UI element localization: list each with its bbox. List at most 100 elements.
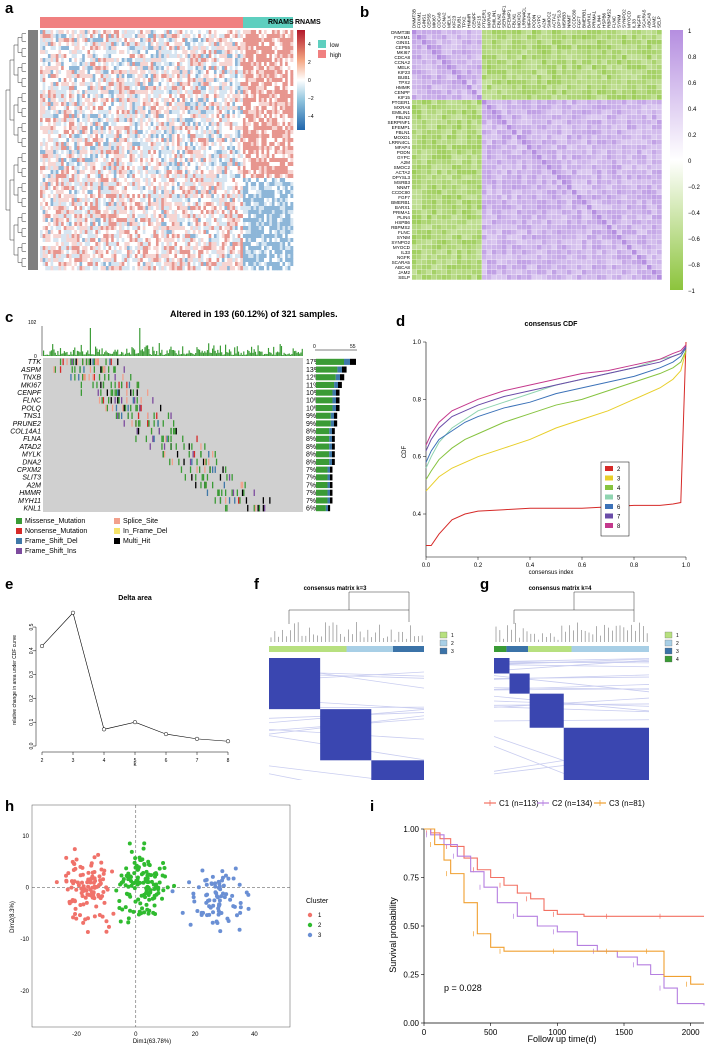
heatmap-cell <box>213 106 217 111</box>
heatmap-cell <box>195 146 199 151</box>
heatmap-cell <box>124 126 128 131</box>
heatmap-cell <box>121 78 125 83</box>
heatmap-cell <box>192 118 196 123</box>
heatmap-cell <box>92 222 96 227</box>
heatmap-cell <box>161 174 165 179</box>
heatmap-cell <box>171 118 175 123</box>
heatmap-cell <box>287 222 291 227</box>
heatmap-cell <box>119 78 122 83</box>
heatmap-cell <box>290 178 294 183</box>
heatmap-cell <box>256 222 260 227</box>
heatmap-cell <box>42 138 46 143</box>
heatmap-cell <box>195 134 199 139</box>
heatmap-cell <box>97 154 101 159</box>
heatmap-cell <box>274 90 278 95</box>
heatmap-cell <box>45 186 49 191</box>
heatmap-cell <box>97 222 101 227</box>
heatmap-cell <box>87 178 91 183</box>
heatmap-cell <box>187 94 191 99</box>
heatmap-cell <box>208 98 212 103</box>
heatmap-cell <box>105 126 109 131</box>
heatmap-cell <box>68 150 72 155</box>
heatmap-cell <box>232 134 236 139</box>
heatmap-cell <box>216 174 220 179</box>
heatmap-cell <box>184 182 188 187</box>
heatmap-cell <box>253 58 257 63</box>
heatmap-cell <box>200 110 204 115</box>
heatmap-cell <box>169 122 173 127</box>
heatmap-cell <box>121 42 125 47</box>
heatmap-cell <box>266 86 270 91</box>
heatmap-cell <box>219 230 223 235</box>
heatmap-cell <box>45 50 49 55</box>
heatmap-cell <box>87 206 91 211</box>
heatmap-cell <box>108 126 112 131</box>
heatmap-cell <box>126 122 130 127</box>
heatmap-cell <box>42 154 46 159</box>
heatmap-cell <box>55 158 59 163</box>
heatmap-cell <box>161 146 165 151</box>
heatmap-cell <box>290 210 294 215</box>
heatmap-cell <box>182 146 186 151</box>
heatmap-cell <box>90 42 94 47</box>
heatmap-cell <box>108 206 112 211</box>
heatmap-cell <box>166 110 170 115</box>
heatmap-cell <box>277 82 281 87</box>
heatmap-cell <box>211 142 215 147</box>
heatmap-cell <box>87 186 91 191</box>
heatmap-cell <box>142 230 146 235</box>
heatmap-cell <box>258 134 262 139</box>
heatmap-cell <box>42 102 46 107</box>
heatmap-cell <box>177 38 180 43</box>
heatmap-cell <box>179 126 183 131</box>
heatmap-cell <box>237 178 241 183</box>
heatmap-cell <box>45 62 49 67</box>
heatmap-cell <box>40 206 43 211</box>
heatmap-cell <box>261 114 265 119</box>
heatmap-cell <box>90 170 94 175</box>
heatmap-cell <box>79 174 83 179</box>
heatmap-cell <box>45 230 49 235</box>
heatmap-cell <box>53 42 57 47</box>
heatmap-cell <box>108 34 112 39</box>
heatmap-cell <box>227 210 231 215</box>
heatmap-cell <box>55 170 59 175</box>
heatmap-cell <box>140 150 144 155</box>
heatmap-cell <box>63 134 67 139</box>
heatmap-cell <box>111 194 115 199</box>
heatmap-cell <box>261 150 265 155</box>
heatmap-cell <box>155 74 159 79</box>
heatmap-cell <box>82 82 86 87</box>
heatmap-cell <box>84 122 88 127</box>
heatmap-cell <box>134 146 138 151</box>
heatmap-cell <box>161 54 165 59</box>
heatmap-cell <box>161 206 165 211</box>
heatmap-cell <box>90 218 94 223</box>
heatmap-cell <box>42 34 46 39</box>
heatmap-cell <box>61 194 65 199</box>
heatmap-cell <box>208 130 212 135</box>
heatmap-cell <box>97 90 101 95</box>
heatmap-cell <box>42 210 46 215</box>
heatmap-cell <box>269 78 273 83</box>
heatmap-cell <box>100 82 104 87</box>
heatmap-cell <box>153 146 157 151</box>
heatmap-cell <box>50 38 54 43</box>
heatmap-cell <box>182 86 186 91</box>
heatmap-cell <box>227 114 231 119</box>
heatmap-cell <box>153 98 157 103</box>
heatmap-cell <box>90 82 94 87</box>
heatmap-cell <box>71 90 75 95</box>
heatmap-cell <box>42 230 46 235</box>
heatmap-cell <box>279 82 283 87</box>
heatmap-cell <box>108 154 112 159</box>
heatmap-cell <box>137 230 141 235</box>
heatmap-cell <box>258 206 262 211</box>
heatmap-cell <box>271 78 275 83</box>
heatmap-cell <box>203 122 207 127</box>
heatmap-cell <box>148 198 151 203</box>
heatmap-cell <box>124 42 128 47</box>
heatmap-cell <box>76 174 80 179</box>
heatmap-cell <box>92 202 96 207</box>
heatmap-cell <box>221 138 225 143</box>
